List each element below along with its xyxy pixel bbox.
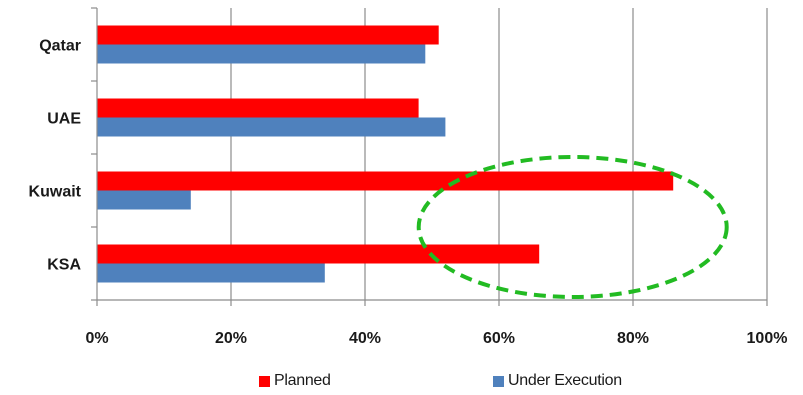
legend-swatch-under-execution — [493, 375, 504, 387]
category-label: Kuwait — [29, 184, 82, 201]
bar-ksa-planned — [97, 244, 540, 264]
bar-qatar-planned — [97, 25, 439, 45]
bar-kuwait-planned — [97, 171, 674, 191]
category-label: Qatar — [39, 38, 81, 55]
x-tick-label: 40% — [349, 330, 381, 347]
legend-label-planned: Planned — [274, 372, 331, 389]
annotation-ellipse — [416, 155, 729, 299]
bars — [97, 25, 674, 283]
x-tick-label: 80% — [617, 330, 649, 347]
legend-item-under-execution: Under Execution — [493, 372, 622, 390]
x-tick-label: 60% — [483, 330, 515, 347]
category-label: KSA — [47, 257, 81, 274]
category-label: UAE — [47, 111, 81, 128]
x-tick-label: 20% — [215, 330, 247, 347]
bar-uae-under-execution — [97, 117, 446, 137]
x-tick-label: 0% — [85, 330, 108, 347]
bar-ksa-under-execution — [97, 263, 325, 283]
legend-label-under-execution: Under Execution — [508, 372, 622, 389]
x-tick-label: 100% — [747, 330, 788, 347]
annotation-group — [416, 155, 729, 299]
legend-item-planned: Planned — [259, 372, 331, 390]
legend-swatch-planned — [259, 375, 270, 387]
legend: Planned Under Execution — [0, 372, 803, 394]
bar-kuwait-under-execution — [97, 190, 191, 210]
bar-uae-planned — [97, 98, 419, 118]
tick-labels: 0% 20% 40% 60% 80% 100% — [85, 330, 787, 347]
bar-chart: Qatar UAE Kuwait KSA 0% 20% 40% 60% 80% 100% — [29, 7, 787, 347]
bar-qatar-under-execution — [97, 44, 426, 64]
category-labels: Qatar UAE Kuwait KSA — [29, 38, 82, 274]
axes — [91, 7, 768, 306]
